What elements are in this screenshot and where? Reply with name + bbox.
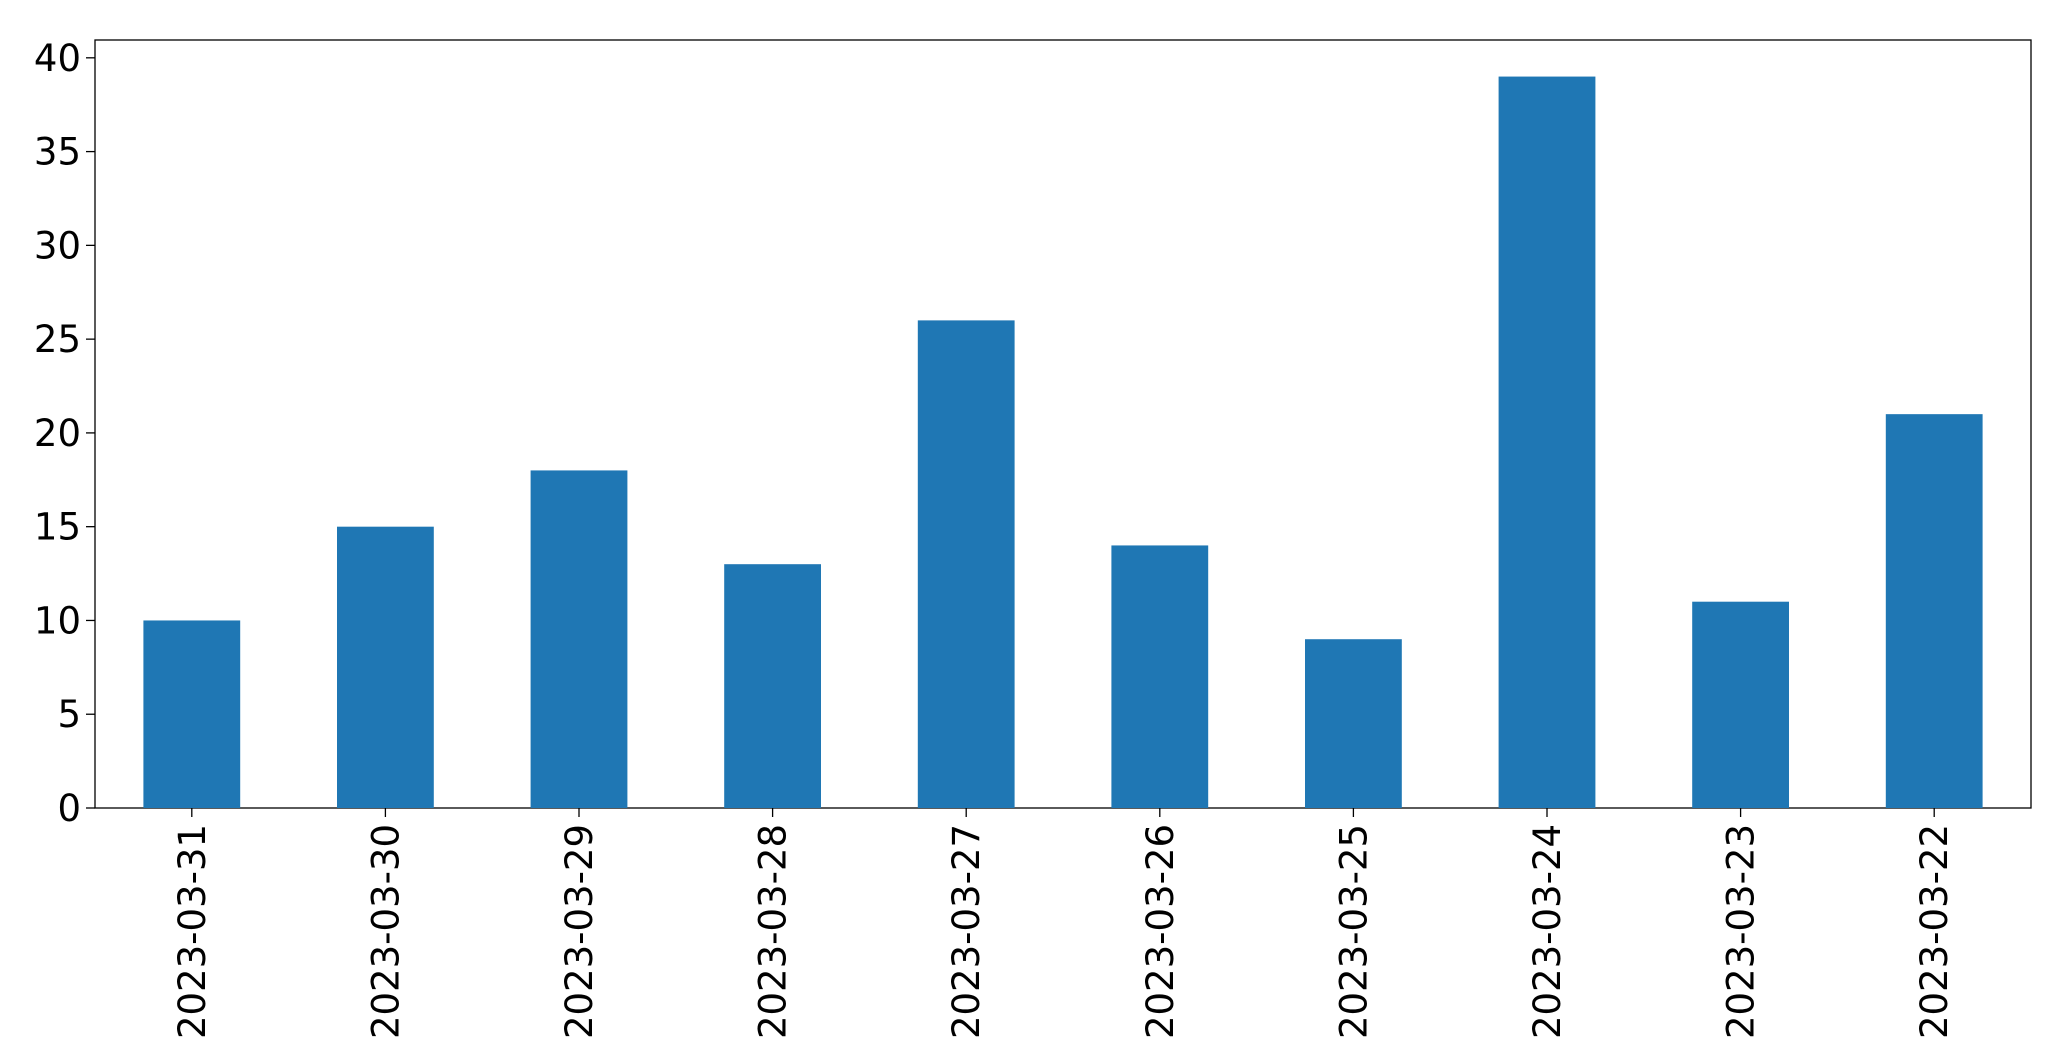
x-tick-label: 2023-03-25 — [1332, 824, 1375, 1039]
y-tick-label: 10 — [34, 599, 81, 642]
bar — [1111, 545, 1209, 808]
x-tick-label: 2023-03-22 — [1913, 824, 1956, 1039]
bar — [143, 620, 241, 808]
x-tick-label: 2023-03-31 — [171, 824, 214, 1039]
x-tick-label: 2023-03-24 — [1526, 824, 1569, 1039]
x-tick-label: 2023-03-23 — [1720, 824, 1763, 1039]
bar — [1305, 639, 1402, 808]
x-tick-label: 2023-03-29 — [558, 824, 601, 1039]
y-tick-label: 30 — [34, 224, 81, 267]
y-tick-label: 0 — [57, 787, 81, 830]
x-tick-label: 2023-03-28 — [752, 824, 795, 1039]
y-tick-label: 25 — [34, 318, 81, 361]
y-tick-label: 20 — [34, 412, 81, 455]
x-tick-label: 2023-03-30 — [364, 824, 407, 1039]
bar — [917, 320, 1015, 808]
x-tick-label: 2023-03-26 — [1139, 824, 1182, 1039]
bar — [530, 470, 628, 808]
bar — [724, 564, 821, 808]
plot-frame — [94, 39, 2032, 809]
bar — [337, 526, 434, 808]
y-tick-label: 5 — [57, 693, 81, 736]
bar — [1885, 414, 1983, 808]
y-tick-label: 35 — [34, 131, 81, 174]
bar — [1692, 601, 1789, 808]
x-tick-label: 2023-03-27 — [945, 824, 988, 1039]
bar — [1498, 76, 1596, 809]
y-tick-label: 40 — [34, 37, 81, 80]
y-tick-label: 15 — [34, 506, 81, 549]
